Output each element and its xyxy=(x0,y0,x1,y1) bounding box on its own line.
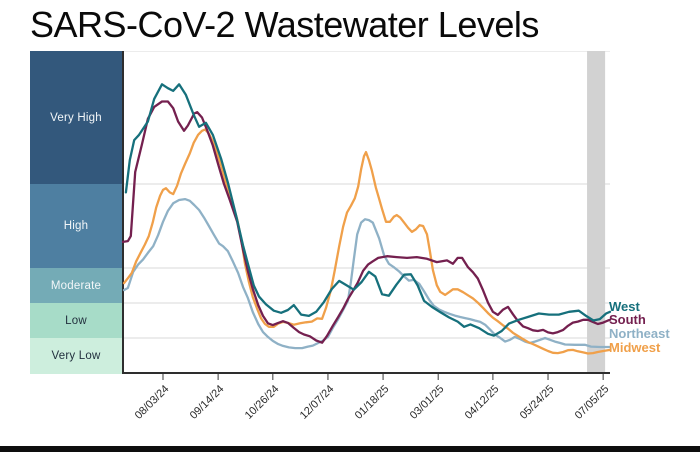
legend-label-midwest: Midwest xyxy=(609,340,661,355)
legend-label-south: South xyxy=(609,312,646,327)
y-band-very-high: Very High xyxy=(30,51,122,184)
x-tick-label-09-14-24: 09/14/24 xyxy=(187,383,227,422)
provisional-period-band xyxy=(587,51,606,374)
x-tick-label-01-18-25: 01/18/25 xyxy=(352,383,392,422)
y-band-label: Very High xyxy=(50,111,102,124)
x-tick-label-10-26-24: 10/26/24 xyxy=(242,383,282,422)
plot-area xyxy=(120,50,614,387)
y-band-label: Low xyxy=(65,314,87,327)
x-tick-label-12-07-24: 12/07/24 xyxy=(297,383,337,422)
y-axis-band-column: Very Low Low Moderate High Very High xyxy=(30,51,122,374)
series-line-northeast xyxy=(122,197,612,350)
x-tick-label-07-05-25: 07/05/25 xyxy=(572,383,612,422)
y-band-label: High xyxy=(63,220,89,232)
y-band-label: Very Low xyxy=(51,350,101,362)
y-band-low: Low xyxy=(30,303,122,338)
y-band-label: Moderate xyxy=(50,279,102,292)
x-tick-label-08-03-24: 08/03/24 xyxy=(132,383,172,422)
series-line-midwest xyxy=(122,128,612,355)
page-title: SARS-CoV-2 Wastewater Levels xyxy=(30,4,539,45)
legend-label-northeast: Northeast xyxy=(609,326,670,341)
y-band-moderate: Moderate xyxy=(30,268,122,303)
bottom-divider-bar xyxy=(0,446,700,452)
x-tick-label-03-01-25: 03/01/25 xyxy=(407,383,447,422)
series-line-south xyxy=(120,100,612,344)
y-band-very-low: Very Low xyxy=(30,338,122,374)
x-tick-label-05-24-25: 05/24/25 xyxy=(517,383,557,422)
y-band-high: High xyxy=(30,184,122,268)
wastewater-line-chart xyxy=(120,50,612,380)
series-line-west xyxy=(124,83,612,337)
x-tick-label-04-12-25: 04/12/25 xyxy=(462,383,502,422)
